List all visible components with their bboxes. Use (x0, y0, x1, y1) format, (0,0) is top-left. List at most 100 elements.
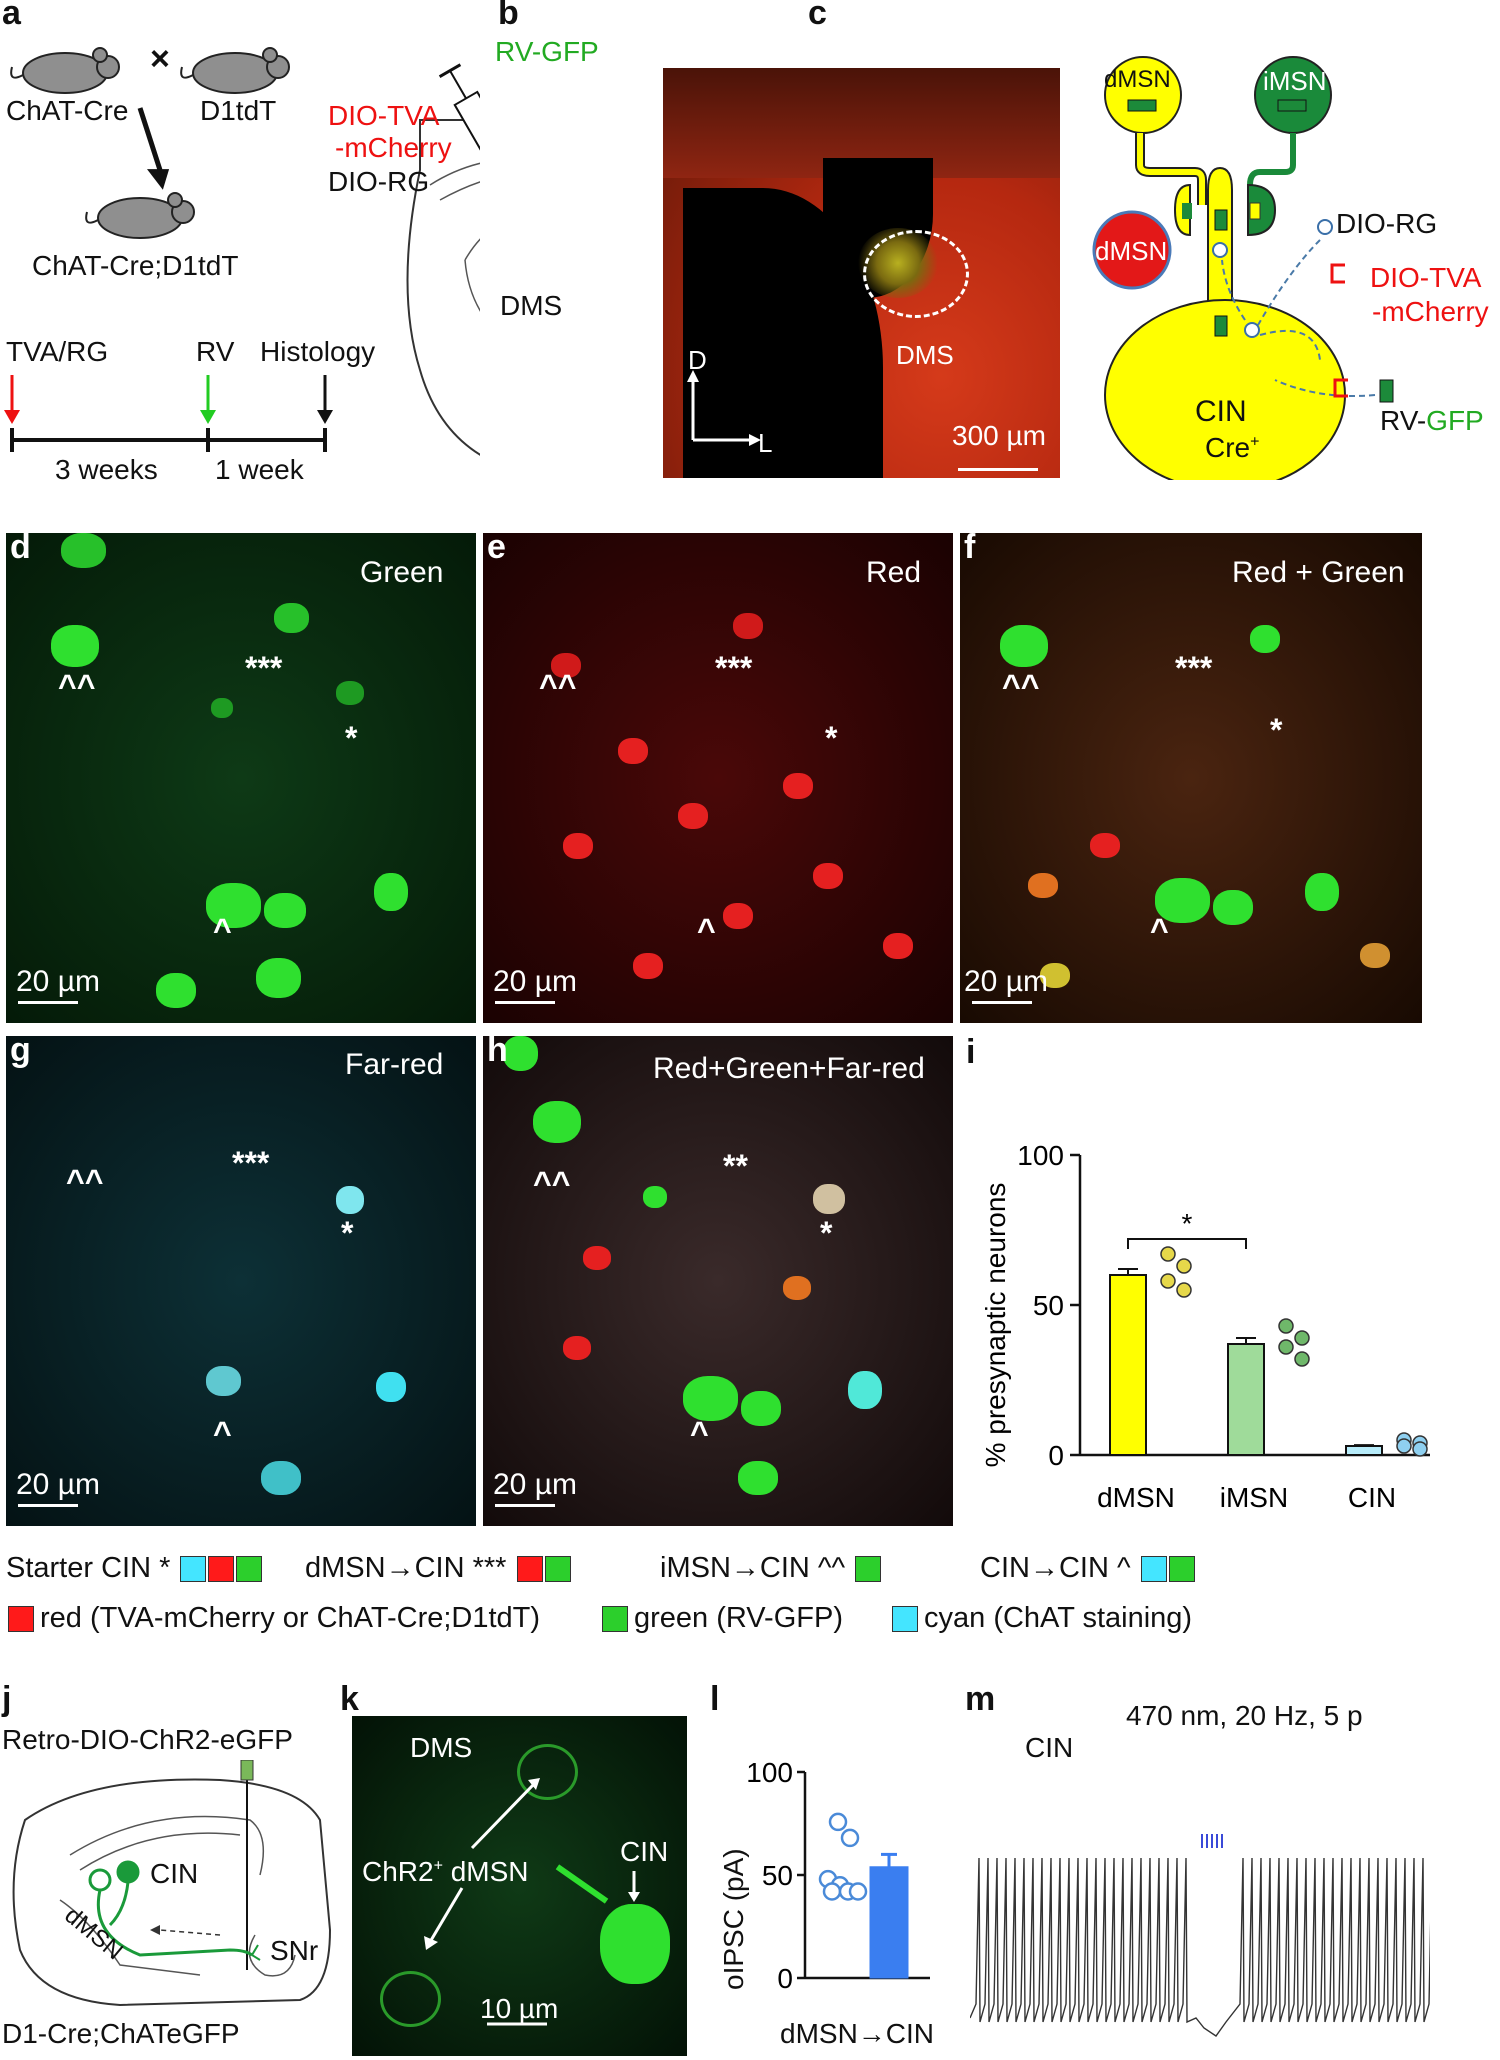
bar-cin (1345, 1445, 1383, 1456)
syringe-icon (438, 63, 480, 193)
legend-label: Starter CIN * (6, 1552, 179, 1584)
scale-bar-h: 20 µm (493, 1468, 577, 1501)
marker-imsn: ^^ (58, 668, 96, 704)
rv-gfp-label: RV-GFP (495, 36, 599, 67)
marker-starter: * (1270, 712, 1283, 748)
retro-virus-label: Retro-DIO-ChR2-eGFP (2, 1724, 293, 1755)
marker-imsn: ^^ (1002, 668, 1040, 704)
data-point (822, 1882, 842, 1901)
axis-dorsal: D (688, 345, 707, 375)
x-tick-label: iMSN (1220, 1482, 1288, 1513)
legend-label: CIN→CIN ^ (980, 1552, 1139, 1584)
data-point (1160, 1246, 1176, 1262)
legend-label: dMSN→CIN *** (305, 1552, 515, 1584)
timeline-histology: Histology (260, 336, 376, 367)
scale-bar-d: 20 µm (16, 965, 100, 998)
y-tick-label: 100 (1017, 1140, 1064, 1171)
rv-gfp-c-label: RV-GFP (1380, 405, 1484, 436)
legend-swatch (236, 1556, 263, 1583)
panel-label-i: i (966, 1033, 976, 1071)
panel-label-a: a (2, 0, 21, 32)
legend-swatch (516, 1556, 543, 1583)
dms-label-b: DMS (896, 340, 954, 370)
scale-bar-f: 20 µm (964, 965, 1048, 998)
cin-label-j: CIN (150, 1858, 199, 1889)
legend-swatch (1140, 1556, 1167, 1583)
legend-swatch (892, 1606, 918, 1633)
snr-label: SNr (270, 1935, 319, 1966)
marker-cin: ^ (690, 1415, 709, 1451)
marker-starter: * (825, 720, 838, 756)
legend-entry: Starter CIN * (6, 1552, 263, 1585)
data-point (1160, 1273, 1176, 1289)
marker-cin: ^ (213, 912, 232, 948)
mouse-icon (180, 47, 290, 94)
panel-label-j: j (2, 1680, 12, 1718)
marker-imsn: ^^ (533, 1165, 571, 1201)
y-tick-label: 50 (762, 1860, 793, 1891)
dmsn-top-label: dMSN (1104, 66, 1171, 93)
marker-imsn: ^^ (66, 1163, 104, 1199)
y-tick-label: 0 (777, 1963, 793, 1994)
axis-lateral: L (758, 428, 773, 458)
data-point (1294, 1351, 1310, 1367)
data-point (1176, 1258, 1192, 1274)
bar-imsn (1227, 1343, 1265, 1456)
micrograph-red-green (960, 533, 1422, 1023)
panel-label-k: k (340, 1680, 359, 1718)
data-point (1396, 1438, 1412, 1454)
panel-label-f: f (964, 528, 976, 566)
legend-entry: green (RV-GFP) (600, 1602, 843, 1635)
marker-starter: * (345, 720, 358, 756)
mouse1-label: ChAT-Cre (6, 95, 129, 126)
oipsc-ylabel: oIPSC (pA) (718, 1848, 749, 1990)
panel-label-l: l (710, 1680, 720, 1718)
mcherry-c-label: -mCherry (1372, 296, 1489, 327)
panel-label-e: e (487, 528, 506, 566)
legend-swatch (602, 1606, 628, 1633)
dms-region-label: DMS (500, 290, 563, 321)
title-far-red: Far-red (345, 1048, 444, 1081)
legend-entry: iMSN→CIN ^^ (660, 1552, 882, 1585)
title-red-green: Red + Green (1232, 556, 1405, 589)
marker-dmsn: *** (245, 650, 283, 686)
y-tick-label: 50 (1033, 1290, 1064, 1321)
panel-label-c: c (808, 0, 827, 32)
marker-dmsn: *** (232, 1145, 270, 1181)
dio-tva-c-label: DIO-TVA (1370, 262, 1482, 293)
data-point (848, 1882, 868, 1901)
mouse-icon (85, 192, 195, 239)
legend-swatch (180, 1556, 207, 1583)
bar-dmsn (1109, 1274, 1147, 1456)
micrograph-far-red (6, 1036, 476, 1526)
data-point (828, 1812, 848, 1832)
dmsn-left-label: dMSN (1095, 236, 1168, 266)
offspring-label: ChAT-Cre;D1tdT (32, 250, 239, 281)
marker-dmsn: ** (723, 1148, 748, 1184)
histology-image (663, 68, 1060, 478)
interval-1-week: 1 week (215, 454, 304, 485)
y-tick-label: 0 (1048, 1440, 1064, 1471)
marker-imsn: ^^ (539, 668, 577, 704)
legend-swatch (8, 1606, 34, 1633)
data-point (840, 1828, 860, 1848)
data-point (1294, 1330, 1310, 1346)
x-tick-label: CIN (1348, 1482, 1396, 1513)
timeline-tva-rg: TVA/RG (6, 336, 109, 367)
scale-bar-e: 20 µm (493, 965, 577, 998)
legend-entry: cyan (ChAT staining) (890, 1602, 1192, 1635)
micrograph-green (6, 533, 476, 1023)
dio-tva-label: DIO-TVA (328, 100, 440, 131)
presynaptic-bar-chart: 0 50 100% presynaptic neurons dMSN iMSN CIN * (980, 1140, 1430, 1513)
scale-bar-k: 10 µm (480, 1993, 559, 2024)
legend-entry: dMSN→CIN *** (305, 1552, 571, 1585)
mcherry-label: -mCherry (335, 132, 452, 163)
significance-marker: * (1182, 1208, 1193, 1239)
legend-label: red (TVA-mCherry or ChAT-Cre;D1tdT) (40, 1602, 541, 1634)
panel-label-d: d (10, 528, 31, 566)
data-point (1176, 1282, 1192, 1298)
x-tick-label: dMSN (1097, 1482, 1175, 1513)
legend-swatch (544, 1556, 571, 1583)
cin-label-c: CIN (1195, 395, 1247, 428)
marker-dmsn: *** (1175, 650, 1213, 686)
